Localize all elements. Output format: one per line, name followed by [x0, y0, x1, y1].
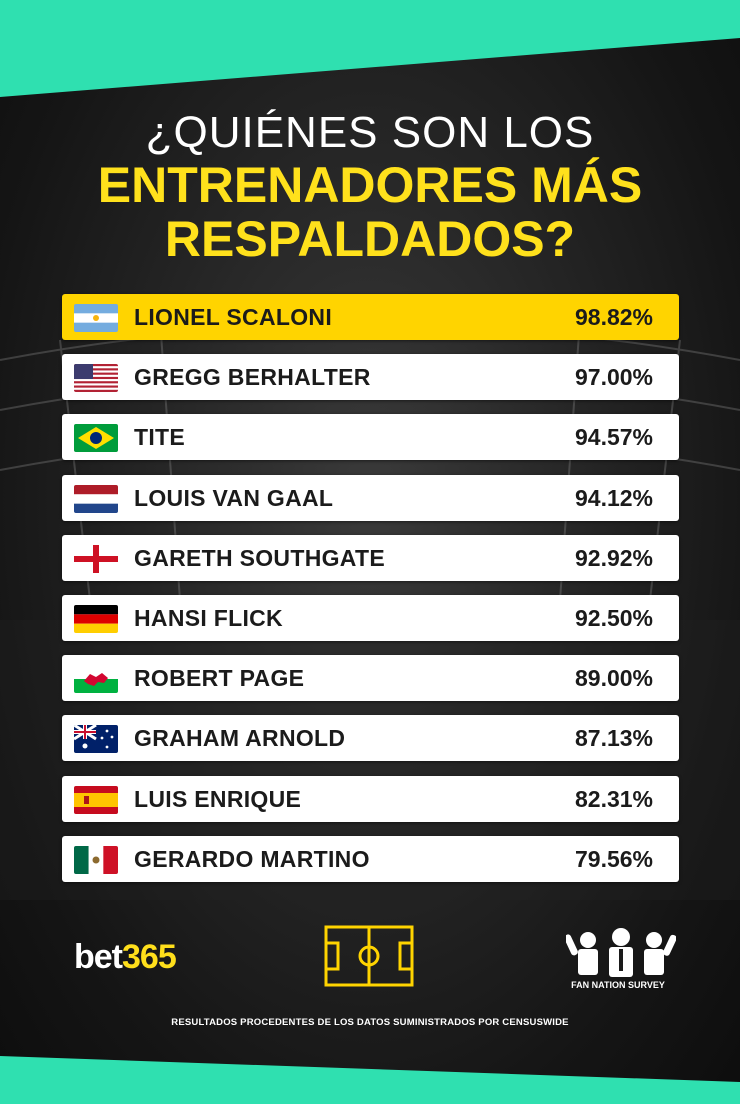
coach-percent: 92.50%: [574, 604, 653, 631]
coach-name: TITE: [134, 424, 186, 451]
coach-name: GERARDO MARTINO: [134, 845, 370, 872]
top-teal-band: [0, 0, 740, 97]
coach-name: LUIS ENRIQUE: [134, 785, 302, 812]
spain-flag-icon: [74, 785, 118, 814]
coach-name: GRAHAM ARNOLD: [134, 725, 346, 752]
coach-row: GRAHAM ARNOLD 87.13%: [62, 715, 679, 762]
coach-name: LIONEL SCALONI: [134, 304, 333, 330]
bet365-logo-365: 365: [122, 938, 177, 976]
england-flag-icon: [74, 544, 118, 573]
coach-name: GREGG BERHALTER: [134, 364, 371, 391]
coach-row: GERARDO MARTINO 79.56%: [62, 835, 679, 882]
coach-percent: 79.56%: [574, 845, 653, 872]
wales-flag-icon: [74, 665, 118, 694]
bottom-teal-band: [0, 1056, 740, 1104]
coach-name: GARETH SOUTHGATE: [134, 544, 385, 571]
coach-row: HANSI FLICK 92.50%: [62, 594, 679, 641]
coach-name: ROBERT PAGE: [134, 665, 305, 692]
coach-name: HANSI FLICK: [134, 604, 283, 631]
coach-ranking-list: LIONEL SCALONI 98.82% GREGG BERHALTER 97…: [62, 294, 679, 896]
coach-percent: 82.31%: [574, 785, 653, 812]
title-line-1: ¿QUIÉNES SON LOS: [145, 108, 595, 157]
coach-row: ROBERT PAGE 89.00%: [62, 655, 679, 702]
coach-row: GREGG BERHALTER 97.00%: [62, 354, 679, 401]
coach-row: LUIS ENRIQUE 82.31%: [62, 775, 679, 822]
coach-percent: 92.92%: [574, 544, 653, 571]
germany-flag-icon: [74, 604, 118, 633]
fan-nation-label: FAN NATION SURVEY: [571, 980, 665, 990]
football-pitch-icon: [324, 925, 414, 987]
coach-percent: 98.82%: [574, 304, 653, 330]
argentina-flag-icon: [74, 304, 118, 332]
usa-flag-icon: [74, 364, 118, 393]
title-line-2: ENTRENADORES MÁS: [97, 157, 643, 213]
coach-percent: 94.57%: [574, 424, 653, 451]
coach-row: LIONEL SCALONI 98.82%: [62, 294, 679, 340]
australia-flag-icon: [74, 725, 118, 754]
bet365-logo-bet: bet: [74, 938, 123, 976]
coach-row: GARETH SOUTHGATE 92.92%: [62, 534, 679, 581]
footer-source-note: RESULTADOS PROCEDENTES DE LOS DATOS SUMI…: [171, 1017, 569, 1028]
title-line-3: RESPALDADOS?: [164, 211, 576, 267]
netherlands-flag-icon: [74, 484, 118, 513]
coach-row: TITE 94.57%: [62, 414, 679, 461]
coach-name: LOUIS VAN GAAL: [134, 484, 334, 511]
coach-percent: 94.12%: [574, 484, 653, 511]
coach-row: LOUIS VAN GAAL 94.12%: [62, 474, 679, 521]
fan-nation-logo-icon: [566, 928, 676, 977]
mexico-flag-icon: [74, 845, 118, 874]
brazil-flag-icon: [74, 424, 118, 453]
bet365-logo: bet365: [74, 938, 177, 977]
coach-percent: 87.13%: [574, 725, 653, 752]
coach-percent: 97.00%: [574, 364, 653, 391]
title-highlight: ENTRENADORES MÁS RESPALDADOS?: [0, 158, 740, 266]
coach-percent: 89.00%: [574, 665, 653, 692]
